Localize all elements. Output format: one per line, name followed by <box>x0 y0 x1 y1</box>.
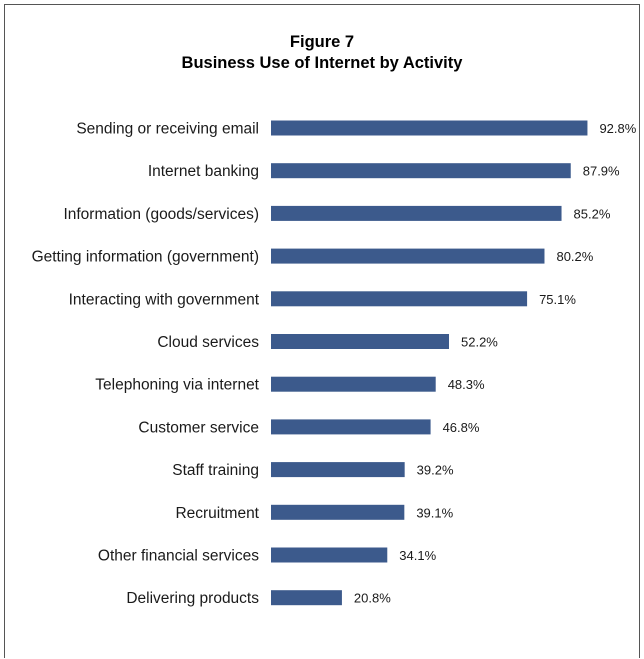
bar <box>271 120 588 136</box>
category-label: Getting information (government) <box>32 249 259 266</box>
category-label: Delivering products <box>126 590 259 607</box>
category-label: Telephoning via internet <box>95 377 259 394</box>
bar <box>271 547 388 563</box>
value-label: 39.1% <box>416 505 453 520</box>
value-label: 52.2% <box>461 335 498 350</box>
category-label: Sending or receiving email <box>76 121 259 138</box>
value-label: 39.2% <box>417 463 454 478</box>
value-label: 87.9% <box>583 164 620 179</box>
value-label: 75.1% <box>539 292 576 307</box>
chart-title-line-2: Business Use of Internet by Activity <box>181 54 463 72</box>
bar <box>271 462 405 478</box>
bar <box>271 419 431 435</box>
category-label: Staff training <box>172 462 259 479</box>
bar <box>271 205 562 221</box>
category-label: Interacting with government <box>69 291 260 308</box>
bar <box>271 163 571 179</box>
value-label: 85.2% <box>574 206 611 221</box>
chart-frame <box>4 4 640 658</box>
value-label: 34.1% <box>399 548 436 563</box>
category-label: Recruitment <box>175 505 259 522</box>
value-label: 46.8% <box>443 420 480 435</box>
category-label: Other financial services <box>98 548 259 565</box>
bar <box>271 291 528 307</box>
value-label: 20.8% <box>354 591 391 606</box>
chart-title-line-1: Figure 7 <box>289 33 355 51</box>
bar <box>271 334 450 349</box>
bar <box>271 376 436 392</box>
category-label: Customer service <box>138 419 259 436</box>
category-label: Information (goods/services) <box>63 206 259 223</box>
bar <box>271 504 405 520</box>
bar <box>271 590 342 606</box>
value-label: 48.3% <box>448 377 485 392</box>
category-label: Cloud services <box>157 334 259 351</box>
category-label: Internet banking <box>148 163 259 180</box>
bar <box>271 248 545 264</box>
value-label: 92.8% <box>599 121 636 136</box>
value-label: 80.2% <box>556 249 593 264</box>
